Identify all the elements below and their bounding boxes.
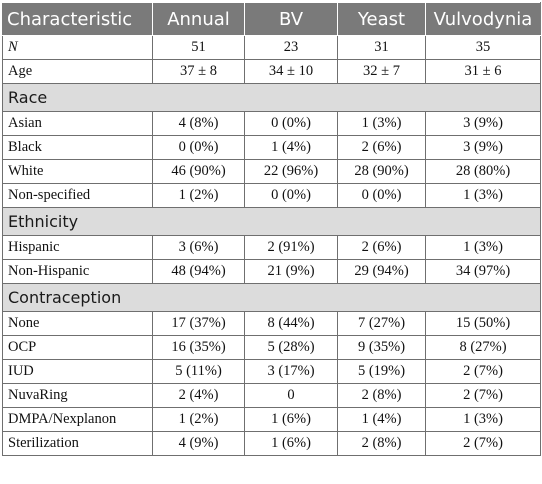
cell-bv: 0 (0%) bbox=[244, 111, 338, 136]
cell-yeast: 32 ± 7 bbox=[337, 59, 426, 84]
cell-bv: 3 (17%) bbox=[244, 359, 338, 384]
section-label: Contraception bbox=[2, 283, 541, 312]
row-label: Black bbox=[2, 135, 153, 160]
table-row: Black 0 (0%) 1 (4%) 2 (6%) 3 (9%) bbox=[2, 135, 541, 160]
cell-vulvodynia: 1 (3%) bbox=[425, 183, 541, 208]
section-row: Ethnicity bbox=[2, 207, 541, 236]
cell-vulvodynia: 2 (7%) bbox=[425, 431, 541, 456]
cell-yeast: 2 (6%) bbox=[337, 235, 426, 260]
cell-yeast: 0 (0%) bbox=[337, 183, 426, 208]
cell-yeast: 1 (4%) bbox=[337, 407, 426, 432]
section-row: Contraception bbox=[2, 283, 541, 312]
cell-annual: 4 (8%) bbox=[152, 111, 245, 136]
row-label: Age bbox=[2, 59, 153, 84]
cell-vulvodynia: 2 (7%) bbox=[425, 359, 541, 384]
cell-bv: 5 (28%) bbox=[244, 335, 338, 360]
cell-annual: 17 (37%) bbox=[152, 311, 245, 336]
cell-yeast: 31 bbox=[337, 35, 426, 60]
cell-annual: 46 (90%) bbox=[152, 159, 245, 184]
table-row: Sterilization 4 (9%) 1 (6%) 2 (8%) 2 (7%) bbox=[2, 431, 541, 456]
cell-vulvodynia: 3 (9%) bbox=[425, 111, 541, 136]
table-row: N 51 23 31 35 bbox=[2, 35, 541, 60]
cell-yeast: 5 (19%) bbox=[337, 359, 426, 384]
cell-yeast: 29 (94%) bbox=[337, 259, 426, 284]
cell-bv: 21 (9%) bbox=[244, 259, 338, 284]
cell-annual: 4 (9%) bbox=[152, 431, 245, 456]
cell-vulvodynia: 3 (9%) bbox=[425, 135, 541, 160]
table-body: N 51 23 31 35 Age 37 ± 8 34 ± 10 32 ± 7 31 ± 6 Rac… bbox=[2, 35, 541, 456]
cell-yeast: 28 (90%) bbox=[337, 159, 426, 184]
cell-bv: 8 (44%) bbox=[244, 311, 338, 336]
header-row: Characteristic Annual BV Yeast Vulvodyni… bbox=[2, 2, 541, 36]
cell-vulvodynia: 2 (7%) bbox=[425, 383, 541, 408]
cell-vulvodynia: 1 (3%) bbox=[425, 235, 541, 260]
header-yeast: Yeast bbox=[337, 2, 426, 36]
row-label: Sterilization bbox=[2, 431, 153, 456]
cell-annual: 3 (6%) bbox=[152, 235, 245, 260]
cell-annual: 16 (35%) bbox=[152, 335, 245, 360]
table-row: DMPA/Nexplanon 1 (2%) 1 (6%) 1 (4%) 1 (3%) bbox=[2, 407, 541, 432]
cell-yeast: 2 (8%) bbox=[337, 431, 426, 456]
cell-yeast: 1 (3%) bbox=[337, 111, 426, 136]
cell-bv: 0 (0%) bbox=[244, 183, 338, 208]
cell-bv: 1 (6%) bbox=[244, 407, 338, 432]
section-label: Ethnicity bbox=[2, 207, 541, 236]
header-bv: BV bbox=[244, 2, 338, 36]
table-row: OCP 16 (35%) 5 (28%) 9 (35%) 8 (27%) bbox=[2, 335, 541, 360]
header-annual: Annual bbox=[152, 2, 245, 36]
cell-vulvodynia: 35 bbox=[425, 35, 541, 60]
cell-vulvodynia: 31 ± 6 bbox=[425, 59, 541, 84]
cell-yeast: 2 (8%) bbox=[337, 383, 426, 408]
cell-vulvodynia: 8 (27%) bbox=[425, 335, 541, 360]
cell-bv: 34 ± 10 bbox=[244, 59, 338, 84]
cell-annual: 5 (11%) bbox=[152, 359, 245, 384]
cell-annual: 2 (4%) bbox=[152, 383, 245, 408]
cell-annual: 51 bbox=[152, 35, 245, 60]
cell-yeast: 9 (35%) bbox=[337, 335, 426, 360]
table-row: IUD 5 (11%) 3 (17%) 5 (19%) 2 (7%) bbox=[2, 359, 541, 384]
row-label: Asian bbox=[2, 111, 153, 136]
table-row: Non-specified 1 (2%) 0 (0%) 0 (0%) 1 (3%) bbox=[2, 183, 541, 208]
table-row: Non-Hispanic 48 (94%) 21 (9%) 29 (94%) 34 (9… bbox=[2, 259, 541, 284]
header-characteristic: Characteristic bbox=[2, 2, 153, 36]
row-label: IUD bbox=[2, 359, 153, 384]
row-label: N bbox=[2, 35, 153, 60]
table-row: Age 37 ± 8 34 ± 10 32 ± 7 31 ± 6 bbox=[2, 59, 541, 84]
row-label: OCP bbox=[2, 335, 153, 360]
row-label: White bbox=[2, 159, 153, 184]
cell-yeast: 2 (6%) bbox=[337, 135, 426, 160]
cell-bv: 0 bbox=[244, 383, 338, 408]
section-row: Race bbox=[2, 83, 541, 112]
row-label: Hispanic bbox=[2, 235, 153, 260]
row-label: NuvaRing bbox=[2, 383, 153, 408]
cell-annual: 37 ± 8 bbox=[152, 59, 245, 84]
cell-annual: 0 (0%) bbox=[152, 135, 245, 160]
row-label: Non-Hispanic bbox=[2, 259, 153, 284]
cell-annual: 48 (94%) bbox=[152, 259, 245, 284]
cell-yeast: 7 (27%) bbox=[337, 311, 426, 336]
cell-bv: 1 (4%) bbox=[244, 135, 338, 160]
table-header: Characteristic Annual BV Yeast Vulvodyni… bbox=[2, 2, 541, 36]
table-row: None 17 (37%) 8 (44%) 7 (27%) 15 (50%) bbox=[2, 311, 541, 336]
cell-bv: 23 bbox=[244, 35, 338, 60]
section-label: Race bbox=[2, 83, 541, 112]
cell-vulvodynia: 15 (50%) bbox=[425, 311, 541, 336]
cell-vulvodynia: 34 (97%) bbox=[425, 259, 541, 284]
row-label: Non-specified bbox=[2, 183, 153, 208]
cell-annual: 1 (2%) bbox=[152, 407, 245, 432]
cell-bv: 1 (6%) bbox=[244, 431, 338, 456]
cell-bv: 22 (96%) bbox=[244, 159, 338, 184]
row-label: None bbox=[2, 311, 153, 336]
cell-bv: 2 (91%) bbox=[244, 235, 338, 260]
cell-vulvodynia: 1 (3%) bbox=[425, 407, 541, 432]
characteristics-table: Characteristic Annual BV Yeast Vulvodyni… bbox=[2, 2, 541, 456]
cell-annual: 1 (2%) bbox=[152, 183, 245, 208]
cell-vulvodynia: 28 (80%) bbox=[425, 159, 541, 184]
table-row: NuvaRing 2 (4%) 0 2 (8%) 2 (7%) bbox=[2, 383, 541, 408]
table-row: Asian 4 (8%) 0 (0%) 1 (3%) 3 (9%) bbox=[2, 111, 541, 136]
row-label: DMPA/Nexplanon bbox=[2, 407, 153, 432]
header-vulvodynia: Vulvodynia bbox=[425, 2, 541, 36]
table-row: Hispanic 3 (6%) 2 (91%) 2 (6%) 1 (3%) bbox=[2, 235, 541, 260]
table-row: White 46 (90%) 22 (96%) 28 (90%) 28 (80%) bbox=[2, 159, 541, 184]
